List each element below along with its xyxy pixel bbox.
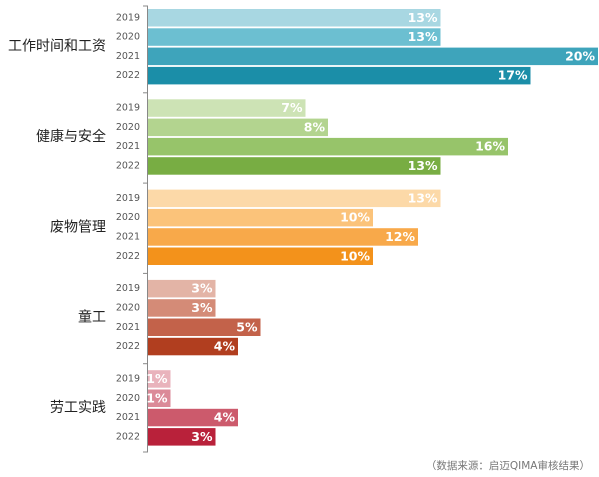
value-label: 17% [498,68,528,83]
year-label: 2020 [116,32,140,43]
year-label: 2021 [116,412,140,423]
value-label: 4% [214,339,236,354]
bar [148,370,171,388]
year-label: 2020 [116,212,140,223]
group-label: 废物管理 [50,219,106,235]
year-label: 2020 [116,393,140,404]
value-label: 13% [408,190,438,205]
year-label: 2022 [116,431,140,442]
year-label: 2019 [116,283,140,294]
bar [148,279,216,298]
bar [148,118,328,137]
year-label: 2021 [116,51,140,62]
bar [148,247,373,265]
bar [148,318,261,336]
bar [148,408,238,427]
year-label: 2019 [116,373,140,384]
year-label: 2022 [116,251,140,262]
group-label: 劳工实践 [50,400,106,416]
bar [148,28,441,46]
value-label: 8% [304,119,326,134]
bar [148,389,171,407]
group-label: 工作时间和工资 [8,39,106,55]
value-label: 13% [408,29,438,44]
value-label: 10% [340,248,370,263]
value-label: 20% [565,48,595,63]
year-label: 2019 [116,193,140,204]
value-label: 7% [281,100,303,115]
year-label: 2021 [116,141,140,152]
value-label: 1% [146,390,168,405]
bar [148,208,373,227]
bar [148,337,238,356]
year-label: 2021 [116,322,140,333]
value-label: 3% [191,429,213,444]
year-label: 2022 [116,341,140,352]
bar [148,299,216,317]
bar [148,137,508,156]
bar [148,9,441,27]
bar [148,157,441,175]
value-label: 1% [146,371,168,386]
year-label: 2021 [116,231,140,242]
value-label: 10% [340,210,370,225]
bar [148,47,598,66]
value-label: 5% [236,319,258,334]
value-label: 4% [214,410,236,425]
value-label: 3% [191,300,213,315]
bar [148,99,306,117]
bar [148,428,216,446]
source-note: （数据来源：启迈QIMA审核结果） [426,459,590,472]
value-label: 16% [475,139,505,154]
bar [148,189,441,208]
year-label: 2020 [116,302,140,313]
year-label: 2019 [116,12,140,23]
value-label: 13% [408,158,438,173]
group-label: 健康与安全 [36,128,106,145]
year-label: 2022 [116,70,140,81]
value-label: 3% [191,281,213,296]
value-label: 13% [408,10,438,25]
bar [148,228,418,246]
year-label: 2020 [116,122,140,133]
bar [148,66,531,85]
value-label: 12% [385,229,415,244]
group-label: 童工 [78,309,106,326]
year-label: 2022 [116,160,140,171]
year-label: 2019 [116,103,140,114]
